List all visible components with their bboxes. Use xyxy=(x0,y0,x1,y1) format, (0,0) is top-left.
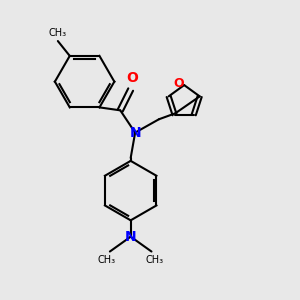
Text: CH₃: CH₃ xyxy=(146,254,164,265)
Text: CH₃: CH₃ xyxy=(49,28,67,38)
Text: O: O xyxy=(173,77,184,90)
Text: N: N xyxy=(125,230,136,244)
Text: CH₃: CH₃ xyxy=(98,254,116,265)
Text: N: N xyxy=(129,126,141,140)
Text: O: O xyxy=(126,71,138,85)
